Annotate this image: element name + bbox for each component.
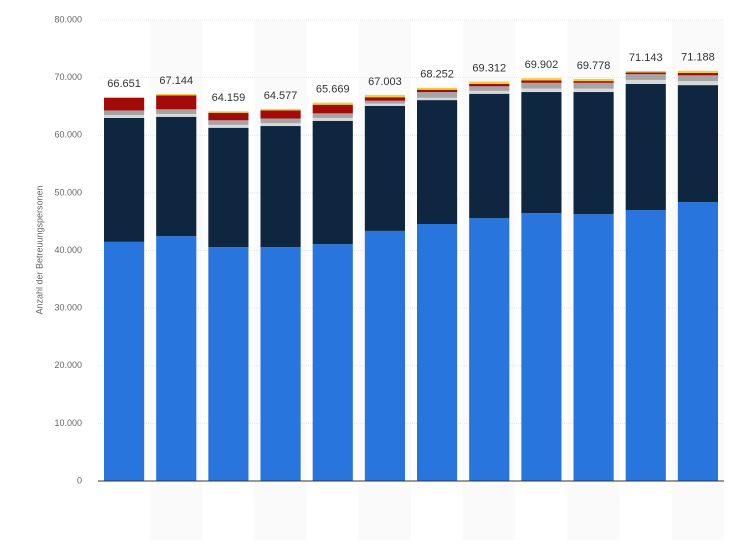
bar-segment: [156, 116, 197, 237]
total-label: 69.902: [525, 59, 559, 71]
bar-segment: [521, 92, 562, 214]
y-tick-label: 30.000: [54, 303, 82, 313]
bar-segment: [625, 83, 666, 211]
bar-segment: [260, 247, 301, 481]
bar-segment: [208, 120, 249, 125]
bar-segment: [312, 244, 353, 481]
bar-segment: [469, 90, 510, 94]
bar-segment: [156, 94, 197, 96]
bar-segment: [103, 115, 145, 118]
y-axis-title: Anzahl der Betreuungspersonen: [34, 185, 44, 314]
bar-segment: [677, 70, 719, 74]
bar-segment: [625, 71, 666, 73]
total-label: 68.252: [420, 69, 454, 81]
bar-segment: [625, 79, 666, 84]
bar-segment: [416, 89, 458, 93]
bar-segment: [260, 118, 301, 124]
bar-segment: [364, 97, 406, 101]
bar-segment: [573, 81, 614, 83]
bar-segment: [573, 214, 614, 482]
bar-segment: [677, 75, 719, 82]
bar-segment: [677, 73, 719, 76]
total-label: 71.143: [629, 52, 663, 64]
bar-segment: [573, 88, 614, 93]
bar-segment: [416, 92, 458, 98]
bar-segment: [625, 210, 666, 481]
bar-segment: [208, 247, 249, 481]
total-label: 67.144: [159, 75, 193, 87]
bar-segment: [208, 127, 249, 248]
bar-segment: [364, 100, 406, 104]
total-label: 67.003: [368, 76, 402, 88]
bar-segment: [103, 110, 145, 116]
bar-segment: [625, 74, 666, 80]
bar-segment: [364, 105, 406, 231]
y-tick-label: 10.000: [54, 418, 82, 428]
total-label: 69.312: [472, 62, 506, 74]
bar-segment: [208, 124, 249, 128]
bar-segment: [416, 100, 458, 224]
bar-segment: [521, 88, 562, 93]
total-label: 71.188: [681, 52, 715, 64]
bar-segment: [364, 94, 406, 98]
y-tick-label: 70.000: [54, 72, 82, 82]
bar-segment: [573, 92, 614, 215]
bar-segment: [469, 218, 510, 482]
bar-segment: [469, 83, 510, 87]
bar-segment: [103, 241, 145, 481]
bar-segment: [573, 78, 614, 82]
bar-segment: [521, 78, 562, 81]
bar-segment: [677, 85, 719, 203]
y-tick-label: 80.000: [54, 14, 82, 24]
bar-segment: [312, 120, 353, 245]
y-tick-label: 40.000: [54, 245, 82, 255]
total-label: 64.159: [212, 92, 246, 104]
bar-segment: [416, 223, 458, 481]
bar-segment: [103, 97, 145, 111]
bar-segment: [208, 112, 249, 121]
bar-segment: [469, 93, 510, 219]
bar-segment: [312, 102, 353, 105]
bar-segment: [469, 81, 510, 84]
y-tick-label: 50.000: [54, 187, 82, 197]
bar-segment: [364, 230, 406, 481]
bar-segment: [103, 117, 145, 242]
bar-segment: [677, 202, 719, 481]
bar-segment: [312, 104, 353, 114]
bar-segment: [521, 82, 562, 89]
bar-segment: [469, 86, 510, 91]
bar-segment: [521, 213, 562, 481]
bar-segment: [260, 123, 301, 127]
bar-segment: [573, 82, 614, 89]
bar-segment: [364, 103, 406, 106]
total-label: 64.577: [264, 90, 298, 102]
bar-segment: [260, 110, 301, 119]
bar-segment: [416, 97, 458, 101]
bar-segment: [156, 109, 197, 114]
total-label: 66.651: [107, 78, 141, 90]
y-tick-label: 0: [77, 475, 82, 485]
bar-segment: [625, 72, 666, 75]
bar-segment: [416, 87, 458, 90]
y-tick-label: 60.000: [54, 130, 82, 140]
bar-segment: [312, 113, 353, 118]
bar-segment: [156, 113, 197, 117]
bar-segment: [312, 117, 353, 121]
bar-segment: [208, 111, 249, 113]
bar-segment: [156, 236, 197, 481]
y-tick-label: 20.000: [54, 360, 82, 370]
bar-segment: [103, 96, 145, 98]
bar-segment: [260, 108, 301, 111]
bar-segment: [677, 81, 719, 86]
bar-segment: [521, 80, 562, 83]
bar-segment: [156, 95, 197, 110]
total-label: 69.778: [577, 60, 611, 72]
bar-segment: [260, 126, 301, 248]
total-label: 65.669: [316, 83, 350, 95]
